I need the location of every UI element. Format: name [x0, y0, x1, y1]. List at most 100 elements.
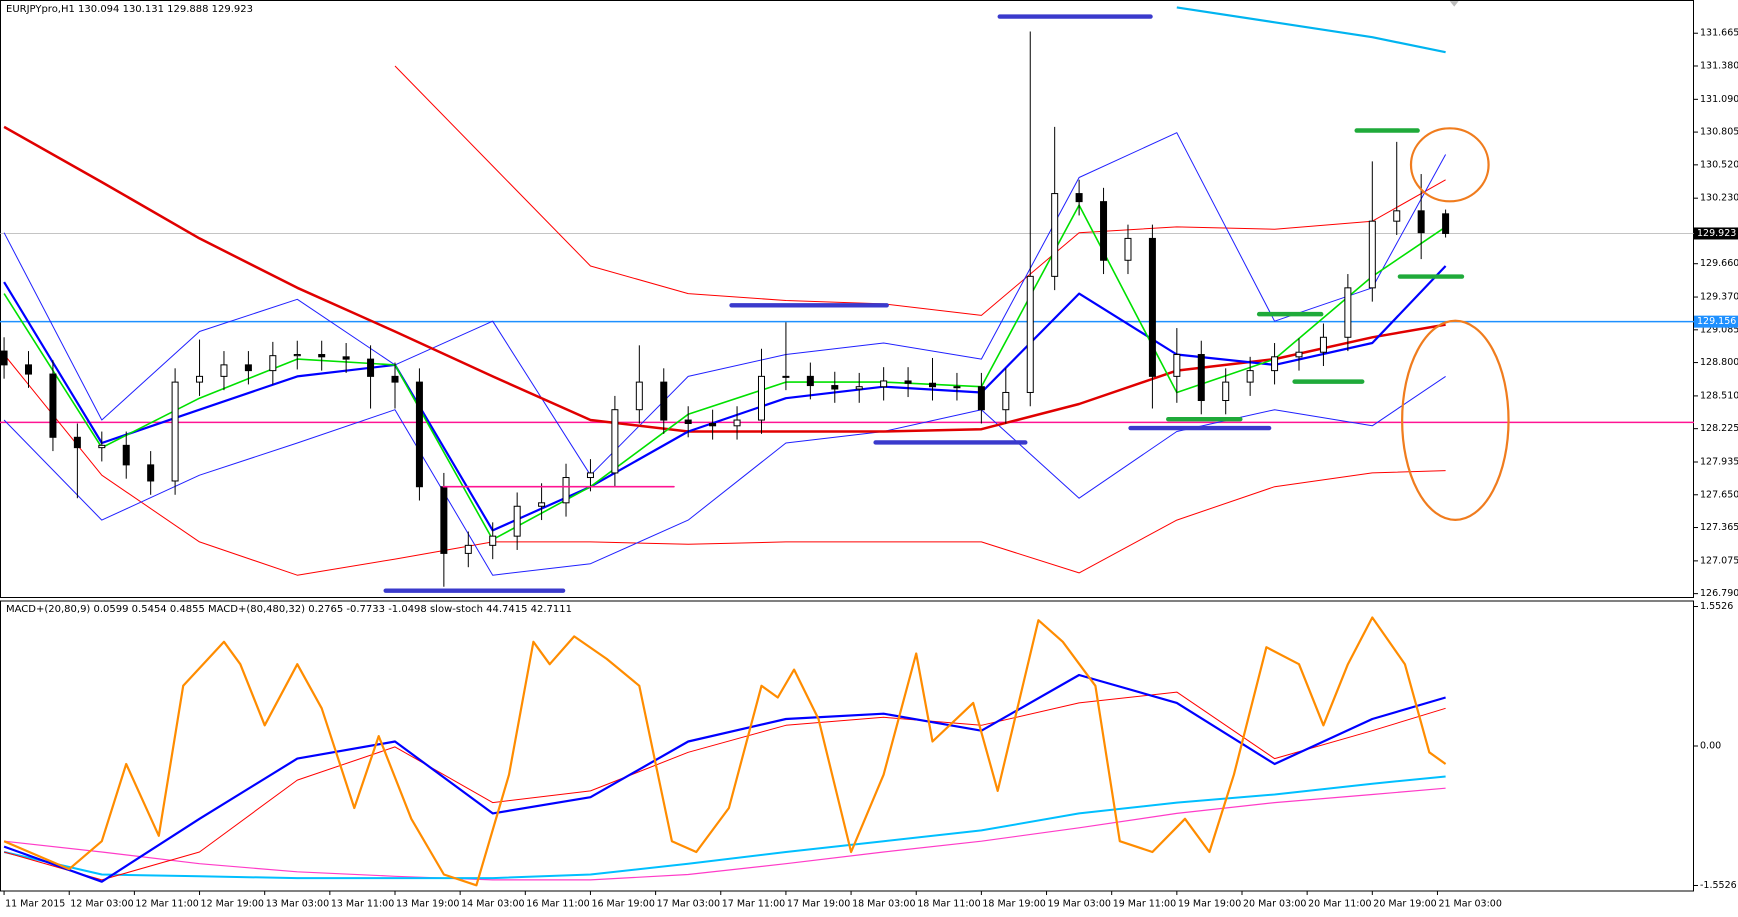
candle-body: [806, 375, 814, 387]
x-tick-label: 12 Mar 19:00: [201, 899, 264, 910]
shift-marker: [1449, 1, 1459, 7]
y-tick-label: 1.5526: [1700, 601, 1733, 612]
candle-body: [709, 422, 717, 427]
x-tick-label: 17 Mar 03:00: [657, 899, 720, 910]
candle-body: [171, 381, 179, 482]
candle-body: [367, 358, 375, 377]
candle-body: [513, 505, 521, 537]
indicator-line: [3, 616, 1447, 887]
candle-body: [831, 385, 839, 390]
indicator-line: [394, 65, 1446, 316]
candle-body: [1148, 237, 1156, 377]
indicator-line: [1176, 6, 1446, 54]
candle-body: [25, 364, 33, 375]
y-tick-label: -1.5526: [1700, 880, 1737, 891]
candle-body: [1075, 193, 1083, 203]
candle-body: [929, 382, 937, 388]
candle-body: [1222, 381, 1230, 402]
x-tick-label: 18 Mar 11:00: [917, 899, 980, 910]
candle-body: [220, 364, 228, 377]
y-tick-label: 127.650: [1700, 489, 1738, 500]
x-tick-label: 17 Mar 11:00: [722, 899, 785, 910]
x-tick-label: 19 Mar 11:00: [1113, 899, 1176, 910]
x-tick-label: 20 Mar 03:00: [1243, 899, 1306, 910]
last-price-label: 129.923: [1697, 228, 1736, 239]
x-tick-label: 16 Mar 19:00: [591, 899, 654, 910]
indicator-line: [3, 354, 1446, 576]
y-tick-label: 131.090: [1700, 94, 1738, 105]
candle-body: [953, 386, 961, 389]
candle-body: [489, 535, 497, 546]
highlight-ellipse: [1409, 127, 1490, 203]
candle-body: [342, 356, 350, 360]
candle-body: [1344, 287, 1352, 338]
y-tick-label: 0.00: [1700, 741, 1721, 752]
indicator-line: [3, 673, 1446, 883]
candle-body: [977, 386, 985, 411]
indicator-line: [3, 691, 1446, 881]
candle-body: [269, 355, 277, 372]
candle-body: [49, 373, 57, 438]
candle-body: [196, 375, 204, 383]
candle-body: [1124, 237, 1132, 261]
candle-body: [684, 419, 692, 424]
candle-body: [1271, 356, 1279, 372]
x-tick-label: 12 Mar 03:00: [70, 899, 133, 910]
candle-body: [73, 436, 81, 449]
y-tick-label: 130.230: [1700, 193, 1738, 204]
candle-body: [1246, 370, 1254, 383]
candle-body: [538, 502, 546, 507]
y-tick-label: 131.665: [1700, 28, 1738, 39]
indicator-title: MACD+(20,80,9) 0.0599 0.5454 0.4855 MACD…: [6, 604, 572, 615]
drawn-objects: [383, 1, 1510, 593]
x-tick-label: 20 Mar 11:00: [1308, 899, 1371, 910]
candle-body: [1319, 336, 1327, 353]
x-tick-label: 19 Mar 19:00: [1178, 899, 1241, 910]
y-tick-label: 127.365: [1700, 522, 1738, 533]
candle-body: [464, 544, 472, 554]
x-tick-label: 13 Mar 19:00: [396, 899, 459, 910]
y-tick-label: 128.510: [1700, 390, 1738, 401]
candle-body: [0, 350, 8, 366]
candle-body: [733, 419, 741, 427]
x-tick-label: 17 Mar 19:00: [787, 899, 850, 910]
candle-body: [904, 380, 912, 384]
candle-body: [1417, 210, 1425, 234]
candle-body: [757, 375, 765, 421]
y-tick-label: 127.075: [1700, 555, 1738, 566]
indicator-line: [3, 132, 1447, 476]
candle-body: [1295, 351, 1303, 358]
candle-body: [1197, 354, 1205, 402]
chart-title: EURJPYpro,H1 130.094 130.131 129.888 129…: [6, 4, 253, 15]
candle-body: [244, 364, 252, 372]
y-tick-label: 129.660: [1700, 258, 1738, 269]
y-tick-label: 129.085: [1700, 324, 1738, 335]
candle-body: [1100, 201, 1108, 261]
candle-body: [147, 464, 155, 482]
main-panel-frame: [0, 0, 1694, 598]
candle-body: [562, 477, 570, 504]
candle-body: [586, 472, 594, 479]
indicator-panel-frame: [0, 600, 1694, 892]
y-tick-label: 128.800: [1700, 357, 1738, 368]
x-tick-label: 11 Mar 2015: [5, 899, 65, 910]
x-tick-label: 14 Mar 03:00: [461, 899, 524, 910]
candle-body: [660, 381, 668, 421]
candle-body: [1368, 220, 1376, 289]
indicator-line: [4, 787, 1446, 881]
candle-body: [1393, 210, 1401, 222]
candle-body: [635, 381, 643, 411]
last-price-box: [1694, 227, 1738, 240]
candle-body: [391, 375, 399, 383]
y-tick-label: 128.225: [1700, 423, 1738, 434]
candle-body: [1002, 391, 1010, 411]
candle-body: [98, 444, 106, 449]
candle-body: [122, 444, 130, 466]
price-label-box: [1694, 315, 1738, 328]
x-tick-label: 18 Mar 03:00: [852, 899, 915, 910]
x-tick-label: 13 Mar 03:00: [266, 899, 329, 910]
candle-body: [415, 381, 423, 488]
axis: 1.5526 0.00 -1.5526 11 Mar 2015 12 Mar 03:00…: [3, 601, 1737, 910]
candle-body: [1051, 193, 1059, 277]
